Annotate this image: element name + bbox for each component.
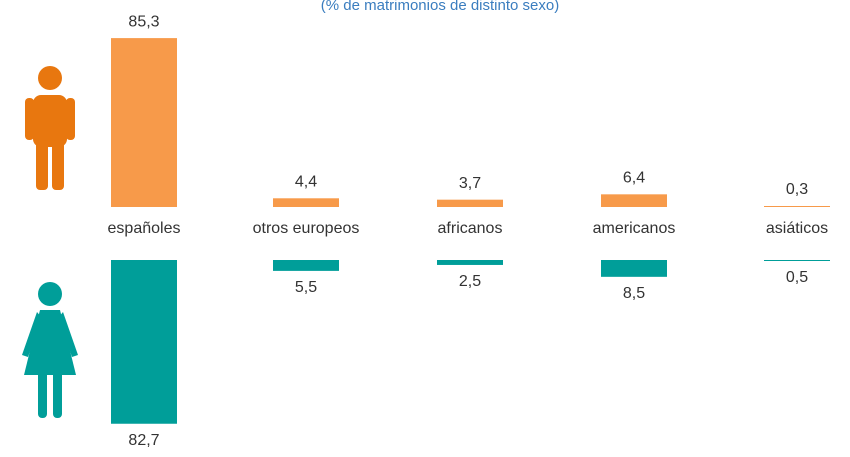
- category-label: asiáticos: [766, 220, 828, 237]
- woman-icon: [22, 282, 78, 418]
- value-label: 4,4: [295, 174, 317, 191]
- value-label: 0,5: [786, 269, 808, 286]
- value-label: 3,7: [459, 175, 481, 192]
- chart-subtitle: (% de matrimonios de distinto sexo): [321, 0, 559, 14]
- bar: [111, 38, 177, 207]
- value-label: 6,4: [623, 170, 645, 187]
- bar: [601, 260, 667, 277]
- value-label: 82,7: [128, 432, 159, 449]
- value-label: 2,5: [459, 273, 481, 290]
- bar: [273, 260, 339, 271]
- value-label: 8,5: [623, 285, 645, 302]
- category-label: americanos: [593, 220, 676, 237]
- category-label: españoles: [108, 220, 181, 237]
- bar: [601, 194, 667, 207]
- bar: [764, 206, 830, 207]
- value-label: 85,3: [128, 13, 159, 30]
- category-label: africanos: [438, 220, 503, 237]
- value-label: 5,5: [295, 279, 317, 296]
- value-label: 0,3: [786, 181, 808, 198]
- bar: [437, 260, 503, 265]
- man-icon: [25, 66, 75, 190]
- bar: [437, 199, 503, 207]
- bar: [273, 198, 339, 207]
- category-label: otros europeos: [253, 220, 360, 237]
- bar: [111, 260, 177, 424]
- bar: [764, 260, 830, 261]
